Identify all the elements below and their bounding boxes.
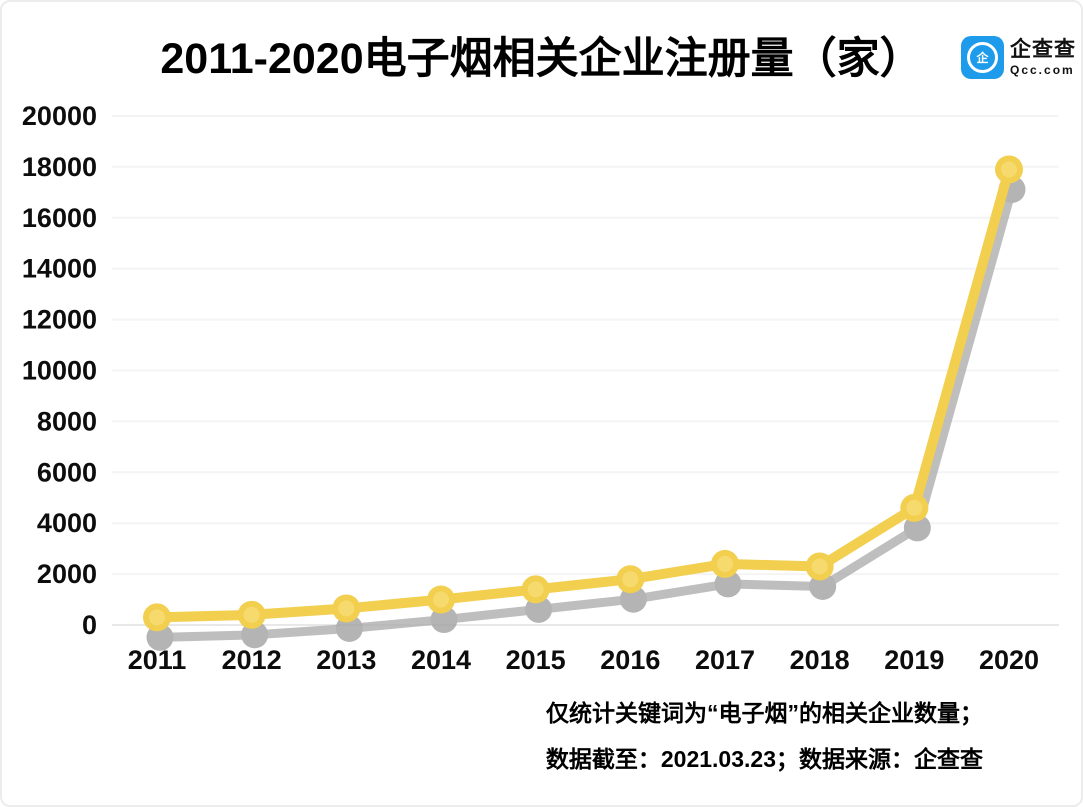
qcc-logo-text: 企查查 Qcc.com: [1010, 39, 1076, 76]
y-tick-label: 0: [82, 610, 97, 640]
footnote-line-2: 数据截至：2021.03.23；数据来源：企查查: [545, 746, 983, 772]
chart-footnote: 仅统计关键词为“电子烟”的相关企业数量； 数据截至：2021.03.23；数据来…: [546, 690, 983, 782]
y-tick-label: 20000: [22, 101, 97, 131]
data-point-center: [243, 606, 260, 623]
data-point-center: [149, 609, 165, 626]
y-tick-label: 14000: [22, 254, 97, 284]
y-tick-label: 18000: [22, 152, 97, 182]
x-tick-label: 2017: [695, 645, 755, 675]
x-tick-label: 2015: [506, 645, 566, 675]
x-tick-label: 2020: [979, 645, 1039, 675]
data-point-center: [717, 555, 733, 572]
x-tick-label: 2019: [884, 645, 944, 675]
qcc-logo-domain: Qcc.com: [1010, 63, 1075, 77]
x-tick-label: 2013: [316, 645, 376, 675]
x-tick-label: 2014: [411, 645, 471, 675]
y-tick-label: 6000: [37, 457, 97, 487]
y-tick-label: 4000: [37, 508, 97, 538]
data-point-center: [338, 600, 355, 617]
footnote-line-1: 仅统计关键词为“电子烟”的相关企业数量；: [546, 700, 983, 726]
series-shadow-line: [155, 184, 1017, 642]
data-point-center: [527, 581, 544, 598]
data-point-center: [622, 571, 639, 588]
chart-title: 2011-2020电子烟相关企业注册量（家）: [160, 35, 923, 83]
x-tick-label: 2018: [790, 645, 850, 675]
data-point-center: [906, 499, 923, 516]
y-tick-label: 16000: [22, 203, 97, 233]
data-point-center: [811, 558, 828, 575]
y-tick-label: 10000: [22, 356, 97, 386]
qcc-logo-name: 企查查: [1010, 38, 1076, 61]
x-tick-label: 2016: [600, 645, 660, 675]
data-point-center: [433, 591, 449, 608]
y-tick-label: 2000: [37, 559, 97, 589]
qcc-logo-glyph: 企: [967, 42, 998, 73]
qcc-logo-icon: 企: [961, 36, 1004, 79]
series-line: [152, 164, 1014, 623]
x-tick-label: 2012: [222, 645, 282, 675]
data-point-center: [1001, 161, 1017, 178]
qcc-logo: 企 企查查 Qcc.com: [961, 36, 1076, 79]
y-tick-label: 12000: [22, 305, 97, 335]
y-tick-label: 8000: [37, 406, 97, 436]
